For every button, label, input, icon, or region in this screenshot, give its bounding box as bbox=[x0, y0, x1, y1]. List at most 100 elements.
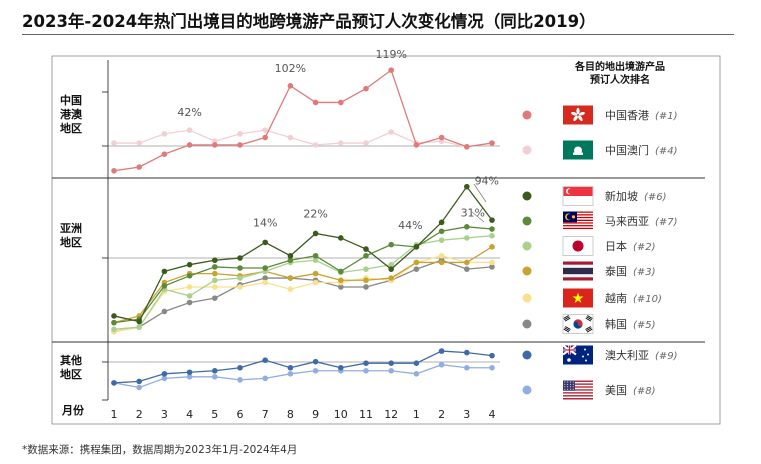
data-point-jp bbox=[464, 235, 470, 241]
data-point-th bbox=[413, 259, 420, 266]
x-tick-label: 1 bbox=[413, 408, 420, 421]
data-point-sg bbox=[489, 217, 495, 223]
data-point-us bbox=[438, 361, 445, 368]
data-point-vn bbox=[262, 279, 269, 286]
data-point-hk bbox=[287, 83, 294, 89]
data-label: 14% bbox=[253, 216, 277, 229]
series-line-hk bbox=[113, 69, 493, 172]
flag-part bbox=[563, 392, 593, 394]
data-point-us bbox=[489, 364, 495, 371]
data-point-hk bbox=[338, 99, 344, 106]
flag-part bbox=[569, 388, 571, 390]
flag-part bbox=[586, 328, 593, 333]
legend-marker-us bbox=[522, 385, 532, 395]
legend-rank: (#5) bbox=[633, 320, 656, 331]
flag-part bbox=[578, 111, 585, 116]
vn-flag bbox=[563, 288, 593, 308]
series-line-kr bbox=[113, 259, 493, 333]
data-point-us bbox=[287, 371, 294, 377]
data-point-au bbox=[388, 360, 395, 367]
data-point-au bbox=[237, 364, 243, 371]
data-point-my bbox=[111, 319, 117, 326]
flag-part bbox=[573, 152, 583, 155]
flag-part bbox=[563, 105, 593, 125]
flag-part bbox=[563, 218, 593, 220]
flag-part bbox=[569, 381, 571, 383]
flag-part bbox=[569, 383, 571, 385]
x-tick-label: 2 bbox=[438, 408, 445, 421]
flag-part bbox=[567, 388, 569, 390]
flag-part bbox=[563, 383, 593, 385]
data-point-au bbox=[262, 357, 269, 363]
data-point-jp bbox=[212, 277, 218, 284]
kr-flag bbox=[562, 314, 594, 334]
flag-part bbox=[563, 219, 593, 221]
data-point-th bbox=[287, 275, 294, 281]
flag-part bbox=[569, 386, 571, 388]
flag-part bbox=[565, 326, 571, 330]
flag-part bbox=[567, 383, 569, 385]
legend-rank: (#6) bbox=[644, 192, 667, 203]
data-point-us bbox=[464, 364, 470, 371]
flag-part bbox=[563, 315, 569, 319]
data-point-kr bbox=[489, 264, 495, 270]
data-point-hk bbox=[111, 167, 117, 174]
data-point-sg bbox=[262, 239, 269, 246]
region-label: 其他地区 bbox=[60, 353, 82, 381]
data-point-hk bbox=[186, 142, 193, 148]
x-unit-label: 月份 bbox=[61, 403, 85, 417]
flag-part bbox=[563, 389, 593, 391]
flag-part bbox=[572, 388, 574, 390]
legend-rank: (#7) bbox=[655, 217, 678, 228]
data-point-sg bbox=[212, 257, 218, 264]
legend-label-hk: 中国香港 (#1) bbox=[605, 109, 678, 122]
flag-part bbox=[563, 226, 593, 228]
flag-part bbox=[563, 387, 593, 390]
flag-part bbox=[563, 196, 593, 206]
data-point-hk bbox=[312, 99, 319, 106]
data-point-my bbox=[363, 252, 369, 259]
legend-title-line: 预订人次排名 bbox=[590, 73, 650, 86]
data-label: 102% bbox=[275, 62, 306, 75]
data-point-jp bbox=[136, 324, 142, 330]
data-point-us bbox=[312, 367, 319, 374]
data-point-th bbox=[438, 259, 445, 266]
region-label-line: 港澳 bbox=[60, 107, 83, 121]
mo-flag bbox=[563, 140, 593, 160]
data-point-us bbox=[237, 377, 243, 383]
data-point-my bbox=[338, 268, 344, 275]
flag-part bbox=[587, 315, 593, 319]
data-point-jp bbox=[363, 266, 369, 272]
legend-marker-mo bbox=[522, 145, 532, 155]
flag-part bbox=[563, 386, 593, 388]
data-point-sg bbox=[287, 252, 294, 259]
flag-part bbox=[563, 381, 593, 384]
data-point-au bbox=[212, 367, 218, 374]
data-point-sg bbox=[111, 313, 117, 319]
region-label-line: 中国 bbox=[60, 93, 82, 107]
data-point-mo bbox=[186, 127, 193, 133]
legend-marker-sg bbox=[522, 191, 532, 201]
data-point-jp bbox=[388, 261, 395, 268]
my-flag bbox=[563, 211, 593, 231]
data-point-mo bbox=[136, 140, 142, 146]
legend-label-au: 澳大利亚 (#9) bbox=[605, 348, 678, 362]
legend-marker-th bbox=[522, 266, 532, 276]
th-flag bbox=[563, 261, 593, 281]
flag-part bbox=[562, 186, 594, 206]
flag-part bbox=[564, 327, 570, 332]
flag-part bbox=[563, 223, 593, 226]
data-point-mo bbox=[338, 140, 344, 146]
flag-part bbox=[563, 227, 593, 230]
data-point-au bbox=[111, 380, 117, 386]
flag-part bbox=[566, 214, 573, 220]
flag-part bbox=[563, 390, 593, 393]
data-point-th bbox=[489, 244, 495, 250]
region-label-line: 其他 bbox=[60, 353, 82, 367]
flag-part bbox=[563, 221, 593, 223]
data-point-mo bbox=[287, 134, 294, 141]
data-point-jp bbox=[438, 237, 445, 243]
region-label-line: 地区 bbox=[60, 367, 82, 381]
series-line-us bbox=[113, 364, 492, 389]
